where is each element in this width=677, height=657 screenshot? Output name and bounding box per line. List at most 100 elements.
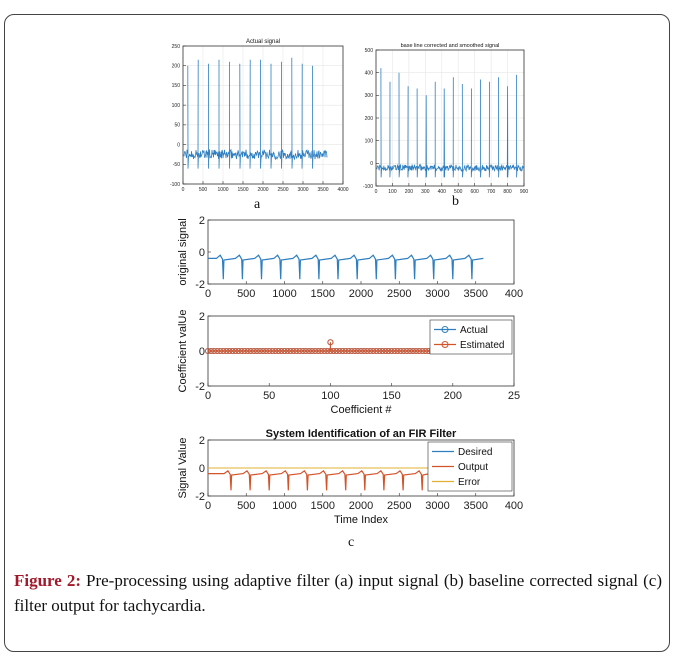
sub-label-b: b <box>452 194 459 209</box>
series-Estimated-point <box>339 348 346 355</box>
legend-label: Actual <box>460 325 488 336</box>
y-tick-label: 0 <box>199 346 205 358</box>
x-tick-label: 0 <box>182 187 185 193</box>
series-Estimated-point <box>422 348 429 355</box>
y-tick-label: 2 <box>199 215 205 227</box>
series-Estimated-point <box>263 348 270 355</box>
y-tick-label: 2 <box>199 311 205 323</box>
series-Output-line <box>208 469 430 491</box>
y-tick-label: 300 <box>365 93 374 99</box>
axes-box <box>207 219 515 285</box>
series-Estimated-point <box>351 348 358 355</box>
series-Estimated-point <box>290 348 297 355</box>
y-tick-label: 50 <box>174 123 180 129</box>
series-Estimated-point <box>247 348 254 355</box>
y-axis-label: Coefficient valUe <box>177 310 189 393</box>
x-tick-label: 400 <box>505 500 523 512</box>
series-Estimated-point <box>281 348 288 355</box>
series-Estimated-point <box>370 348 377 355</box>
y-axis-label: original signal <box>177 218 189 285</box>
chart-a: 0 500 1000 1500 2000 2500 3000 3500 4000 -100 -50 0… <box>163 36 351 196</box>
legend-label: Desired <box>458 447 492 458</box>
x-tick-label: 3000 <box>297 187 308 193</box>
figure-caption: Figure 2: Pre-processing using adaptive … <box>14 568 662 618</box>
x-tick-label: 3500 <box>464 500 488 512</box>
chart-c1-svg: 0 500 1000 1500 2000 2500 3000 3500 400-202origi… <box>177 215 523 300</box>
x-tick-label: 100 <box>321 390 339 402</box>
series-Estimated-point <box>336 348 343 355</box>
x-tick-label: 400 <box>505 288 523 300</box>
series-Estimated-point <box>413 348 420 355</box>
y-tick-label: -100 <box>363 184 373 190</box>
series-Estimated-point <box>376 348 383 355</box>
figure-frame <box>4 14 670 652</box>
y-tick-label: -2 <box>195 491 205 503</box>
series-Estimated-point <box>284 348 291 355</box>
legend-label: Estimated <box>460 340 504 351</box>
series-Estimated-point <box>333 348 340 355</box>
x-tick-label: 800 <box>503 189 512 195</box>
legend: Actual Estimated <box>429 319 513 355</box>
series-Estimated-point <box>238 348 245 355</box>
x-tick-label: 2000 <box>349 500 373 512</box>
x-tick-label: 2000 <box>349 288 373 300</box>
series-original-line <box>208 254 484 280</box>
series-Estimated-point <box>229 348 236 355</box>
series-Estimated-point <box>266 348 273 355</box>
series-Estimated-point <box>296 348 303 355</box>
series-Estimated-point <box>302 348 309 355</box>
series-Estimated-point <box>257 348 264 355</box>
series-Estimated-peak <box>327 339 334 346</box>
x-axis-label: Time Index <box>334 514 389 526</box>
legend-marker <box>441 341 449 348</box>
series-Estimated-point <box>382 348 389 355</box>
series-Estimated-point <box>293 348 300 355</box>
x-tick-label: 1500 <box>237 187 248 193</box>
y-tick-label: 0 <box>177 142 180 148</box>
series-Estimated-point <box>250 348 257 355</box>
x-tick-label: 500 <box>454 189 463 195</box>
y-tick-label: -100 <box>170 182 180 188</box>
series-Estimated-point <box>244 348 251 355</box>
x-tick-label: 500 <box>237 500 255 512</box>
figure-caption-text: Pre-processing using adaptive filter (a)… <box>14 571 662 615</box>
series-Estimated-point <box>391 348 398 355</box>
x-tick-label: 25 <box>508 390 520 402</box>
x-tick-label: 2500 <box>387 500 411 512</box>
chart-b: 0 100 200 300 400 500 600 700 800 900 -100 0 100 200 3… <box>360 36 528 196</box>
x-tick-label: 3000 <box>425 500 449 512</box>
legend: Desired Output Error <box>427 441 513 492</box>
y-tick-label: 200 <box>365 116 374 122</box>
y-tick-label: -2 <box>195 381 205 393</box>
series-Estimated-point <box>373 348 380 355</box>
x-tick-label: 50 <box>263 390 275 402</box>
y-tick-label: 0 <box>370 161 373 167</box>
chart-title: base line corrected and smoothed signal <box>401 43 500 49</box>
x-tick-label: 150 <box>382 390 400 402</box>
y-tick-label: 0 <box>199 463 205 475</box>
series-Estimated-point <box>299 348 306 355</box>
series-Estimated-point <box>315 348 322 355</box>
series-Estimated-point <box>318 348 325 355</box>
y-tick-label: 150 <box>172 83 181 89</box>
x-tick-label: 600 <box>470 189 479 195</box>
figure-label: Figure 2: <box>14 571 81 590</box>
series-Estimated-point <box>260 348 267 355</box>
x-tick-label: 900 <box>520 189 529 195</box>
y-tick-label: 500 <box>365 48 374 54</box>
x-tick-label: 700 <box>487 189 496 195</box>
x-tick-label: 500 <box>237 288 255 300</box>
x-tick-label: 1500 <box>311 500 335 512</box>
y-tick-label: -50 <box>173 162 180 168</box>
series-Estimated-point <box>416 348 423 355</box>
chart-b-svg: 0 100 200 300 400 500 600 700 800 900-10001002003… <box>363 43 529 195</box>
series-Estimated-point <box>394 348 401 355</box>
x-tick-label: 0 <box>205 500 211 512</box>
y-tick-label: 100 <box>172 103 181 109</box>
series-Estimated-point <box>388 348 395 355</box>
y-tick-label: 250 <box>172 44 181 50</box>
signal-line <box>376 68 525 178</box>
series-Estimated-point <box>275 348 282 355</box>
series-Estimated-point <box>208 348 215 355</box>
series-Estimated-point <box>361 348 368 355</box>
